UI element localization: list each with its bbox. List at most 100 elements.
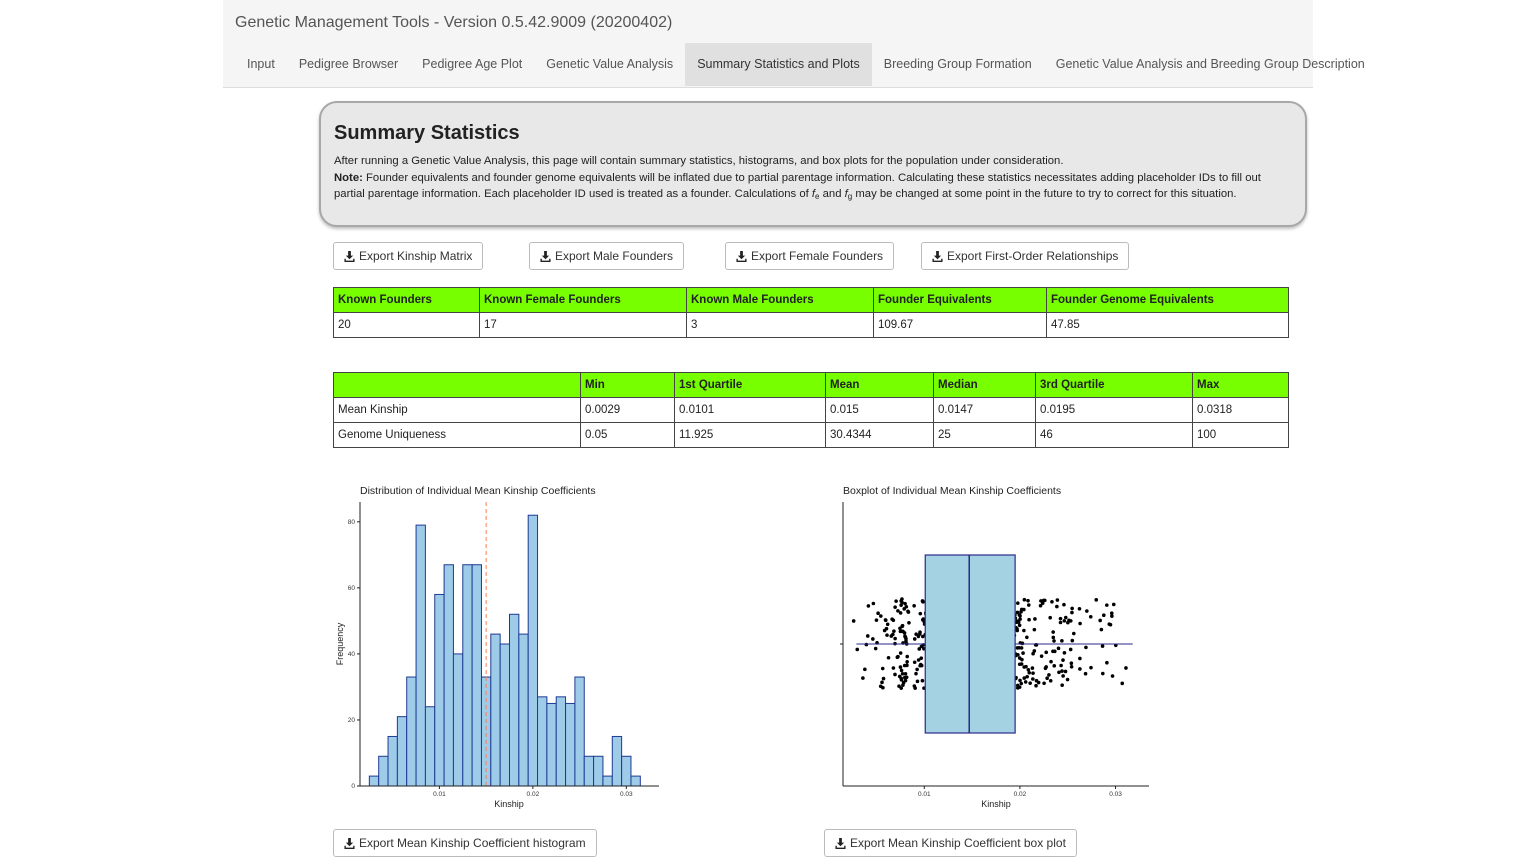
table-header: Mean [825,372,934,398]
boxplot-point [899,668,904,673]
kinship-quartile-table: Min 1st Quartile Mean Median 3rd Quartil… [333,372,1289,448]
boxplot-point [894,599,898,603]
boxplot-point [879,614,883,618]
export-kinship-matrix-button[interactable]: Export Kinship Matrix [333,242,484,270]
tab-breeding-group-formation[interactable]: Breeding Group Formation [883,57,1032,71]
boxplot-point [1111,602,1116,607]
boxplot-point [1017,656,1022,660]
boxplot-point [1070,606,1074,611]
boxplot-point [864,642,869,647]
table-cell: 46 [1035,422,1193,448]
boxplot-point [1060,669,1064,673]
boxplot-point [1049,659,1053,664]
boxplot-point [882,628,887,633]
boxplot-point [873,646,878,651]
boxplot-point [900,597,904,601]
boxplot-point [1057,670,1061,675]
histogram-bar [368,775,380,787]
boxplot-point [1034,678,1039,683]
boxplot-point [865,634,870,638]
histogram-ylabel: Frequency [335,622,345,665]
histogram-bar [602,775,613,787]
histogram-bar [621,755,632,787]
export-male-founders-button[interactable]: Export Male Founders [529,242,685,270]
boxplot-point [1018,617,1022,621]
table-header: Known Female Founders [479,287,687,313]
export-male-founders-label: Export Male Founders [555,249,674,263]
table-cell: 17 [479,312,687,338]
histogram-bar [387,735,398,787]
boxplot-point [1045,676,1049,681]
boxplot-point [1062,619,1067,623]
fe-symbol: f [811,188,816,201]
boxplot-point [916,658,921,662]
boxplot-point [1061,674,1065,678]
boxplot-point [914,632,918,637]
boxplot-point [1068,647,1073,652]
table-cell: 47.85 [1046,312,1289,338]
tab-pedigree-browser[interactable]: Pedigree Browser [298,57,399,71]
histogram-bar [406,676,417,787]
boxplot-point [898,611,903,615]
boxplot-point [1032,627,1037,632]
export-histogram-label: Export Mean Kinship Coefficient histogra… [359,836,586,850]
boxplot-point [903,678,908,683]
boxplot-point [1077,606,1082,611]
export-boxplot-button[interactable]: Export Mean Kinship Coefficient box plot [824,829,1077,857]
histogram-bar [527,514,539,787]
histogram-bar [490,633,501,787]
export-histogram-button[interactable]: Export Mean Kinship Coefficient histogra… [333,829,597,857]
tab-pedigree-age-plot[interactable]: Pedigree Age Plot [422,57,523,71]
boxplot-point [876,611,880,616]
histogram-title: Distribution of Individual Mean Kinship … [360,485,596,497]
export-first-order-button[interactable]: Export First-Order Relationships [921,242,1130,270]
boxplot-point [866,604,871,608]
boxplot-point [1110,614,1114,618]
tab-input[interactable]: Input [247,57,275,71]
download-icon [344,837,355,849]
table-header: Founder Genome Equivalents [1046,287,1289,313]
histogram-bar [424,706,436,787]
boxplot-point [1043,598,1047,603]
boxplot-point [1033,617,1037,621]
table-header: 3rd Quartile [1035,372,1193,398]
histogram-bar [555,696,567,787]
histogram-bar [583,755,595,787]
table-cell: Genome Uniqueness [333,422,581,448]
histogram-bar [443,564,454,787]
boxplot-point [1070,610,1074,615]
boxplot-point [915,679,920,684]
note-text-2: may be changed at some point in the futu… [852,188,1237,201]
y-tick-label: 80 [348,519,356,526]
boxplot-point [1067,618,1071,623]
boxplot-point [1052,649,1057,654]
y-tick-label: 20 [348,717,356,724]
boxplot-point [1025,635,1029,640]
boxplot-point [851,619,856,623]
boxplot-point [899,603,903,607]
fe-subscript: e [815,192,820,202]
boxplot-point [905,654,910,659]
boxplot-point [1048,678,1053,683]
kinship-histogram: 0.01 0.02 0.03 0 20 40 60 80 Kinship Frequency [335,502,659,809]
boxplot-point [1058,620,1063,625]
boxplot-point [1061,658,1065,662]
tab-genetic-value-analysis[interactable]: Genetic Value Analysis [546,57,674,71]
boxplot-point [1084,645,1088,650]
boxplot-point [1040,601,1045,606]
export-female-founders-button[interactable]: Export Female Founders [725,242,895,270]
boxplot-point [1105,660,1109,665]
boxplot-box [924,554,1016,734]
boxplot-point [1032,649,1037,653]
boxplot-point [904,675,909,680]
table-cell: 109.67 [873,312,1047,338]
boxplot-point [899,678,904,682]
boxplot-point [1120,681,1125,686]
histogram-bar [471,564,482,787]
tab-summary-statistics[interactable]: Summary Statistics and Plots [685,43,872,86]
download-icon [835,837,846,849]
boxplot-point [1060,683,1064,687]
tab-gva-breeding-description[interactable]: Genetic Value Analysis and Breeding Grou… [1055,57,1365,71]
table-cell: 0.0029 [580,397,675,423]
boxplot-point [918,632,922,636]
